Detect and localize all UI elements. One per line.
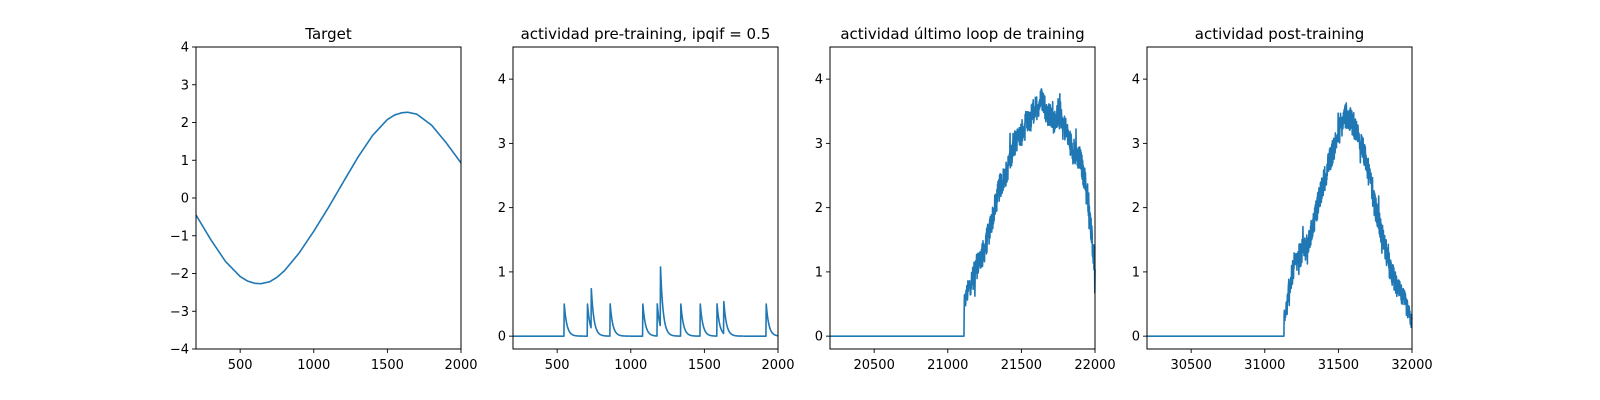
- y-tick-label: 4: [181, 41, 189, 56]
- series-line: [830, 88, 1096, 337]
- y-tick-label: 1: [1132, 265, 1140, 280]
- y-tick-label: 3: [181, 78, 189, 93]
- series-line: [1147, 102, 1413, 337]
- y-tick-label: 1: [815, 265, 823, 280]
- axis-ticks: 500 1000 1500 2000 −4 −3 −2 −1 0 1 2 3 4: [170, 41, 478, 374]
- panel-title: actividad pre-training, ipqif = 0.5: [521, 25, 771, 43]
- series-line: [195, 111, 462, 285]
- x-tick-label: 30500: [1170, 358, 1211, 373]
- y-tick-label: −2: [170, 267, 189, 282]
- axis-ticks: 500 1000 1500 2000 0 1 2 3 4: [498, 73, 795, 373]
- panel-title: actividad último loop de training: [840, 25, 1084, 43]
- y-tick-label: −1: [170, 229, 189, 244]
- x-tick-label: 2000: [444, 358, 477, 373]
- y-tick-label: 0: [815, 330, 823, 345]
- axes-frame: [1146, 46, 1413, 350]
- panel-post-training: actividad post-training 30500 31000 31500 3…: [1132, 25, 1433, 373]
- y-tick-label: 3: [498, 137, 506, 152]
- x-tick-label: 22000: [1074, 358, 1115, 373]
- axes-frame: [195, 46, 462, 350]
- x-tick-label: 500: [228, 358, 253, 373]
- axes-frame: [512, 46, 779, 350]
- x-tick-label: 21000: [927, 358, 968, 373]
- y-tick-label: 0: [498, 330, 506, 345]
- panel-title: Target: [304, 25, 352, 43]
- y-tick-label: 1: [498, 265, 506, 280]
- y-tick-label: 2: [1132, 201, 1140, 216]
- panel-last-training-loop: actividad último loop de training 20500 2…: [815, 25, 1116, 373]
- x-tick-label: 31500: [1318, 358, 1359, 373]
- y-tick-label: 3: [815, 137, 823, 152]
- y-tick-label: 4: [815, 73, 823, 88]
- y-tick-label: 2: [815, 201, 823, 216]
- panel-title: actividad post-training: [1195, 25, 1364, 43]
- x-tick-label: 1000: [297, 358, 330, 373]
- x-tick-label: 21500: [1001, 358, 1042, 373]
- x-tick-label: 31000: [1244, 358, 1285, 373]
- axis-ticks: 20500 21000 21500 22000 0 1 2 3 4: [815, 73, 1116, 373]
- x-tick-label: 32000: [1391, 358, 1432, 373]
- y-tick-label: 4: [498, 73, 506, 88]
- axis-ticks: 30500 31000 31500 32000 0 1 2 3 4: [1132, 73, 1433, 373]
- y-tick-label: 1: [181, 154, 189, 169]
- y-tick-label: 2: [181, 116, 189, 131]
- x-tick-label: 1500: [688, 358, 721, 373]
- x-tick-label: 500: [545, 358, 570, 373]
- x-tick-label: 20500: [853, 358, 894, 373]
- y-tick-label: −3: [170, 305, 189, 320]
- y-tick-label: 4: [1132, 73, 1140, 88]
- axes-frame: [829, 46, 1096, 350]
- y-tick-label: 0: [1132, 330, 1140, 345]
- y-tick-label: 3: [1132, 137, 1140, 152]
- y-tick-label: −4: [170, 343, 189, 358]
- y-tick-label: 0: [181, 192, 189, 207]
- panel-target: Target 500 1000 1500 2000 −4 −3 −2 −1 0 1 2 3 4: [170, 25, 478, 373]
- y-tick-label: 2: [498, 201, 506, 216]
- series-line: [512, 266, 779, 337]
- panel-pre-training: actividad pre-training, ipqif = 0.5 500 1…: [498, 25, 795, 373]
- x-tick-label: 1500: [371, 358, 404, 373]
- x-tick-label: 1000: [614, 358, 647, 373]
- x-tick-label: 2000: [761, 358, 794, 373]
